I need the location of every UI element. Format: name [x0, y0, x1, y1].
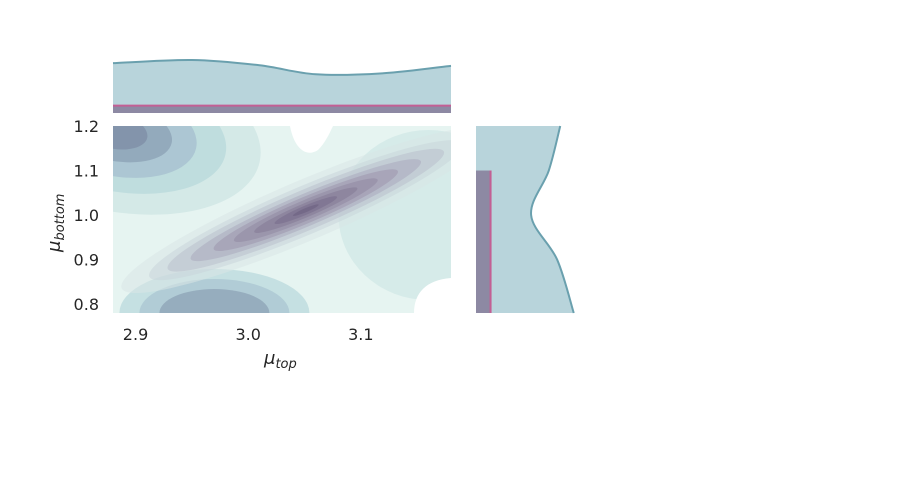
y-axis-label-base: μ — [44, 241, 65, 253]
y-tick-label: 1.2 — [74, 117, 99, 136]
x-tick-label: 3.0 — [235, 325, 260, 344]
right-marginal-posterior-fill — [476, 126, 574, 313]
y-tick-label: 1.0 — [74, 206, 99, 225]
top-marginal-posterior-fill — [113, 59, 451, 113]
right-marginal-posterior-line — [530, 125, 575, 314]
contour-main-ridge-ring — [292, 204, 319, 216]
y-tick-label: 0.9 — [74, 251, 99, 270]
right-marginal-prior-band — [476, 170, 491, 313]
top-marginal-posterior-line — [112, 58, 452, 76]
y-tick-label: 1.1 — [74, 162, 99, 181]
y-tick-label: 0.8 — [74, 295, 99, 314]
top-marginal-prior-band — [113, 105, 451, 113]
contour-upper-mode-ring — [113, 126, 173, 163]
contour-lower-mode-ring — [159, 289, 270, 313]
x-axis-label-base: μ — [263, 348, 275, 369]
contour-upper-mode-ring — [113, 126, 148, 150]
posterior-contours — [113, 126, 451, 313]
right-marginal-panel — [476, 125, 575, 314]
x-tick-label: 2.9 — [123, 325, 148, 344]
joint-contour-panel — [113, 126, 451, 313]
x-tick-labels: 2.9 3.0 3.1 — [123, 325, 374, 344]
contour-void-bottom-right — [414, 278, 451, 313]
contour-void-top — [290, 126, 333, 153]
y-axis-label: μbottom — [44, 194, 68, 253]
y-tick-labels: 0.8 0.9 1.0 1.1 1.2 — [74, 117, 99, 314]
x-tick-label: 3.1 — [348, 325, 373, 344]
x-axis-label: μtop — [263, 348, 297, 372]
top-marginal-panel — [112, 58, 452, 113]
y-axis-label-sub: bottom — [53, 194, 68, 241]
x-axis-label-sub: top — [275, 357, 296, 372]
